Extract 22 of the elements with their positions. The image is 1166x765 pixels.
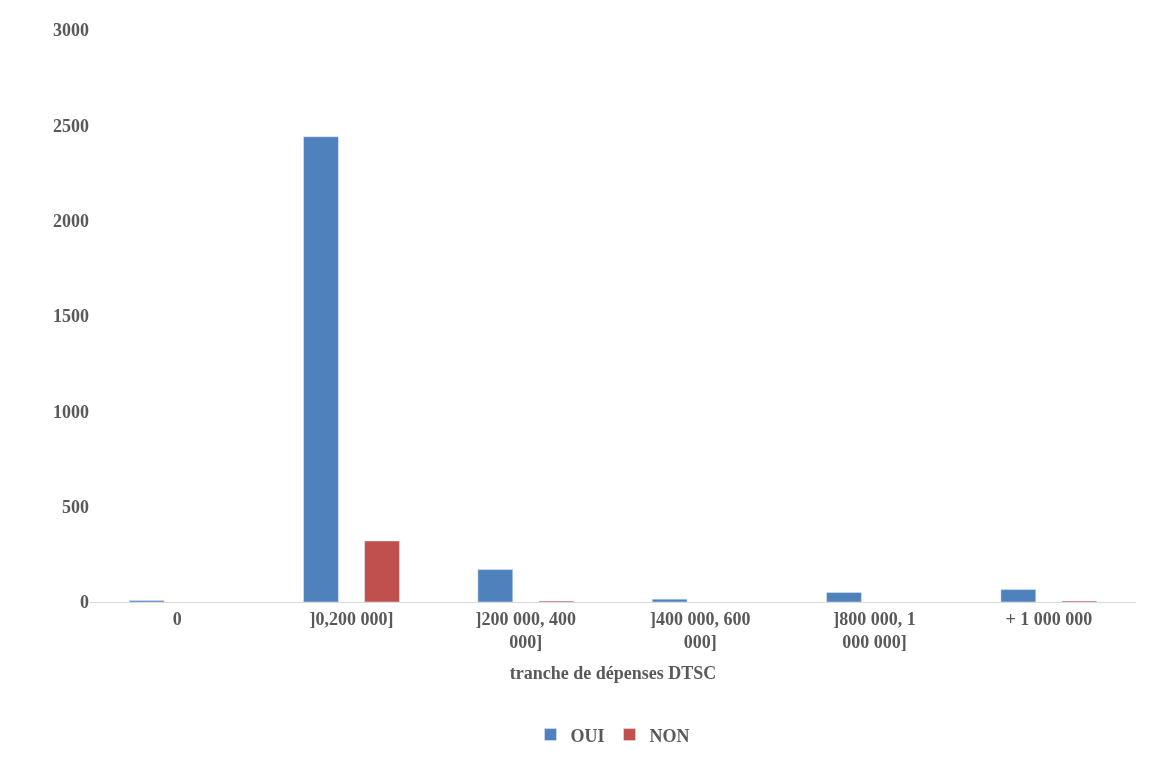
y-tick-label: 2000 (53, 210, 89, 231)
x-tick-label: ]400 000, 600 000] (649, 608, 751, 652)
bar (477, 569, 514, 602)
x-tick-label: ]0,200 000] (309, 608, 394, 629)
y-tick-label: 500 (62, 496, 89, 517)
y-tick-label: 1500 (53, 306, 89, 327)
y-tick-label: 3000 (53, 20, 89, 41)
bar (651, 598, 688, 602)
y-tick-label: 2500 (53, 115, 89, 136)
x-tick-label: ]800 000, 1 000 000] (833, 608, 916, 652)
x-tick-label: + 1 000 000 (1005, 608, 1093, 629)
bar (826, 592, 862, 602)
y-tick-label: 1000 (53, 401, 89, 422)
bar (1000, 589, 1037, 602)
bar (364, 540, 400, 602)
legend-label: NON (649, 725, 690, 746)
x-axis-title: tranche de dépenses DTSC (509, 663, 717, 684)
x-tick-label: 0 (172, 608, 182, 629)
bar (303, 136, 339, 602)
legend-label: OUI (570, 725, 605, 746)
x-tick-label: ]200 000, 400 000] (475, 608, 577, 652)
y-tick-label: 0 (80, 592, 89, 613)
